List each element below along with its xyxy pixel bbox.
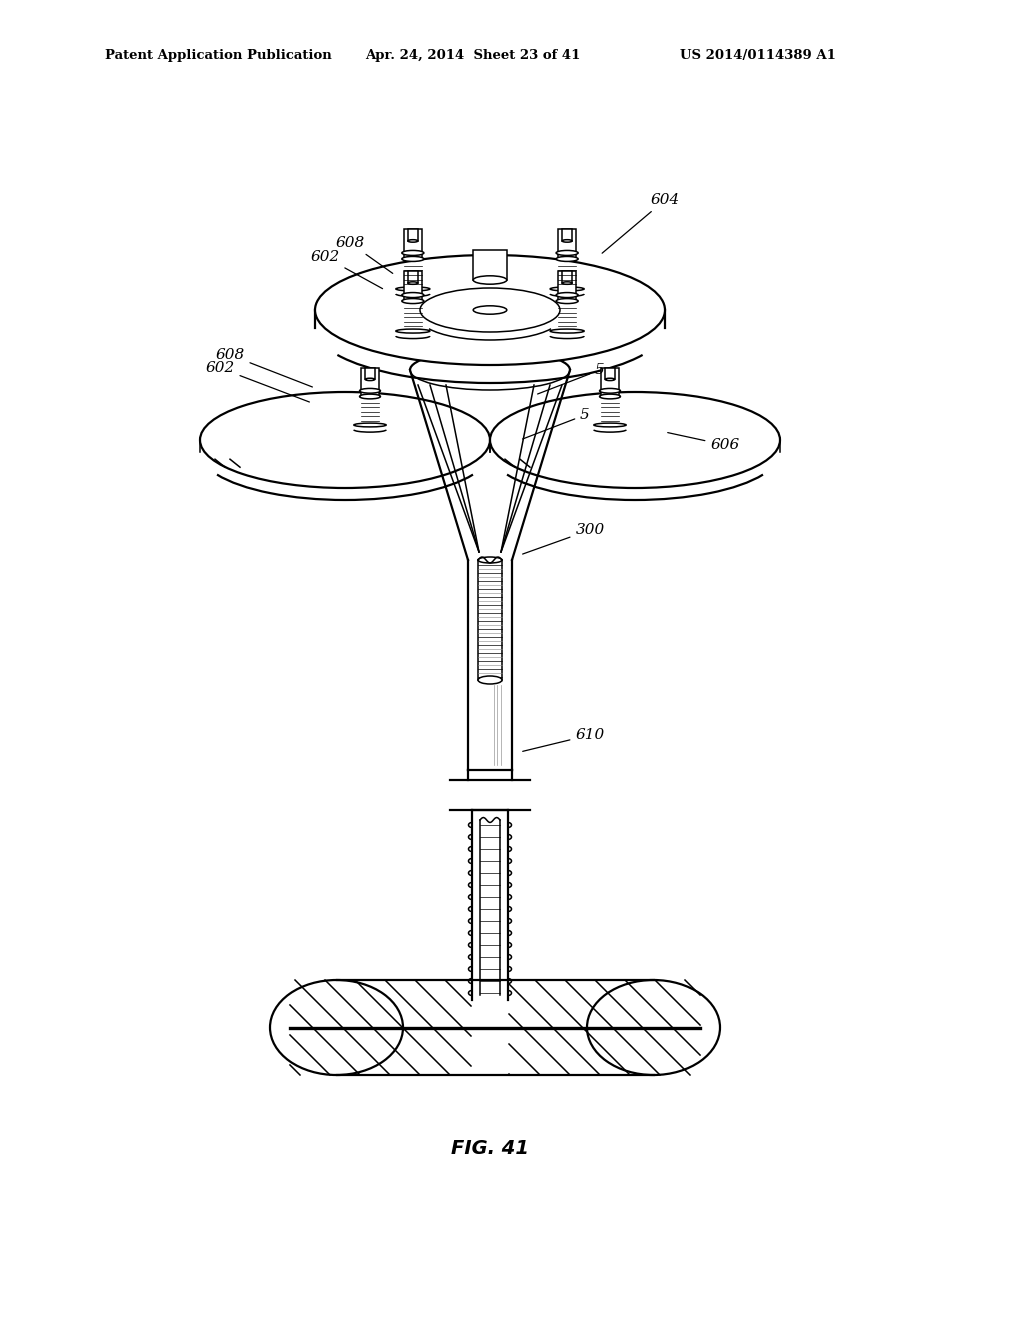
Text: 300: 300 [522, 523, 604, 554]
Ellipse shape [408, 240, 418, 242]
Ellipse shape [359, 395, 381, 399]
Ellipse shape [359, 388, 381, 393]
Bar [558, 271, 577, 301]
Text: 610: 610 [522, 729, 604, 751]
Ellipse shape [401, 293, 424, 297]
Ellipse shape [401, 251, 424, 256]
Ellipse shape [354, 424, 386, 426]
Text: Apr. 24, 2014  Sheet 23 of 41: Apr. 24, 2014 Sheet 23 of 41 [365, 49, 581, 62]
Ellipse shape [473, 306, 507, 314]
Ellipse shape [408, 281, 418, 284]
Ellipse shape [366, 379, 375, 380]
Text: 5: 5 [538, 363, 605, 393]
Ellipse shape [200, 392, 490, 488]
Text: FIG. 41: FIG. 41 [451, 1138, 529, 1158]
Ellipse shape [556, 256, 579, 261]
Ellipse shape [556, 251, 579, 256]
Bar [601, 368, 618, 396]
Ellipse shape [396, 329, 430, 333]
Bar [605, 368, 614, 379]
Text: 602: 602 [310, 249, 383, 289]
Ellipse shape [550, 329, 584, 333]
Bar [558, 228, 577, 259]
Text: 606: 606 [668, 433, 739, 451]
Ellipse shape [473, 276, 507, 284]
Text: 602: 602 [206, 360, 309, 403]
Bar [562, 271, 572, 282]
Text: 5: 5 [522, 408, 590, 440]
Bar [408, 271, 418, 282]
Ellipse shape [587, 979, 720, 1074]
Bar [403, 228, 422, 259]
Bar [366, 368, 375, 379]
Bar [403, 271, 422, 301]
Ellipse shape [401, 298, 424, 304]
Ellipse shape [396, 286, 430, 290]
Text: 604: 604 [602, 193, 680, 253]
Text: 608: 608 [336, 236, 393, 273]
Bar [408, 228, 418, 242]
Ellipse shape [490, 392, 780, 488]
Bar [473, 249, 507, 280]
Ellipse shape [562, 281, 572, 284]
Ellipse shape [605, 379, 614, 380]
Ellipse shape [556, 293, 579, 297]
Text: 608: 608 [215, 348, 312, 387]
Text: Patent Application Publication: Patent Application Publication [105, 49, 332, 62]
Ellipse shape [594, 424, 626, 426]
Ellipse shape [420, 288, 560, 333]
Ellipse shape [556, 298, 579, 304]
Ellipse shape [478, 676, 502, 684]
Ellipse shape [599, 395, 621, 399]
Ellipse shape [270, 979, 403, 1074]
Ellipse shape [550, 286, 584, 290]
Ellipse shape [315, 255, 665, 366]
Ellipse shape [401, 256, 424, 261]
Text: US 2014/0114389 A1: US 2014/0114389 A1 [680, 49, 836, 62]
Ellipse shape [599, 388, 621, 393]
Ellipse shape [478, 557, 502, 564]
Bar [361, 368, 379, 396]
Ellipse shape [562, 240, 572, 242]
FancyBboxPatch shape [337, 979, 653, 1074]
Bar [562, 228, 572, 242]
